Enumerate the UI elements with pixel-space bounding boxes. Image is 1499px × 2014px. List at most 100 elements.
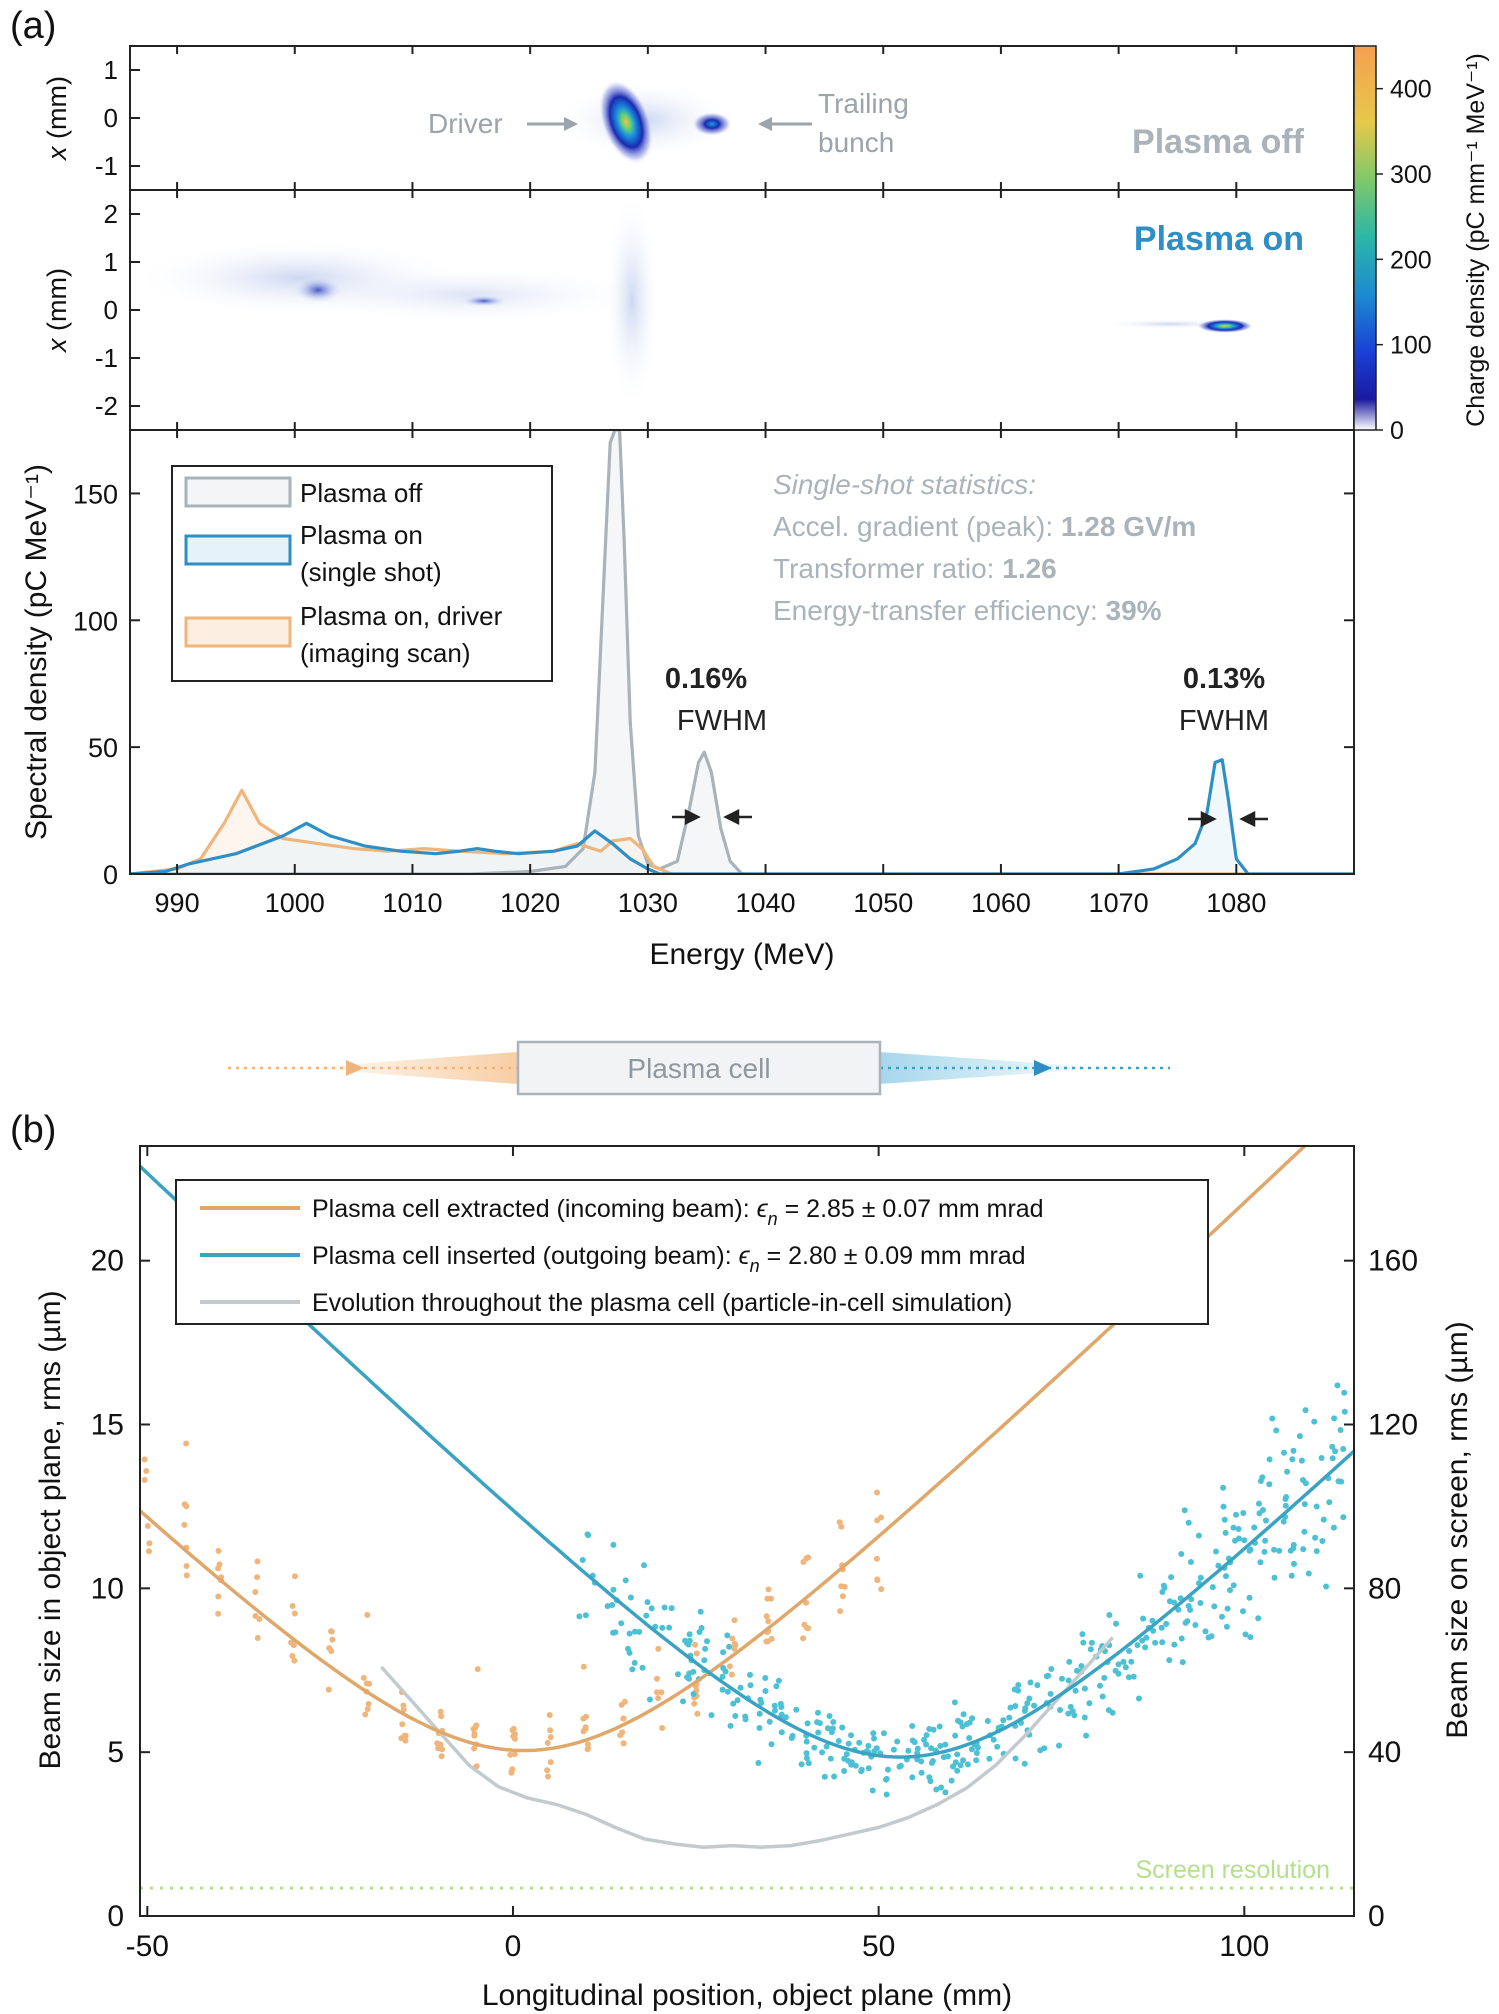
scatter-point-inserted bbox=[986, 1755, 993, 1762]
scatter-point-extracted bbox=[619, 1729, 626, 1736]
scatter-point-inserted bbox=[675, 1671, 681, 1678]
scatter-point-extracted bbox=[402, 1737, 409, 1744]
scatter-point-inserted bbox=[1323, 1583, 1330, 1590]
beam-size-legend: Plasma cell extracted (incoming beam): ϵ… bbox=[175, 1179, 1209, 1325]
scatter-point-inserted bbox=[1318, 1455, 1325, 1461]
scatter-point-inserted bbox=[1166, 1598, 1173, 1605]
scatter-point-inserted bbox=[1026, 1695, 1033, 1702]
plasma-off-title: Plasma off bbox=[1132, 123, 1305, 161]
scatter-point-inserted bbox=[1330, 1524, 1337, 1531]
scatter-point-inserted bbox=[778, 1729, 785, 1736]
stats-line-3: Energy-transfer efficiency: 39% bbox=[773, 595, 1162, 626]
scatter-point-inserted bbox=[775, 1677, 782, 1684]
scatter-point-inserted bbox=[708, 1712, 715, 1719]
scatter-point-extracted bbox=[215, 1610, 222, 1617]
scatter-point-inserted bbox=[762, 1675, 769, 1681]
scatter-point-inserted bbox=[1319, 1538, 1326, 1544]
scatter-point-extracted bbox=[292, 1573, 298, 1580]
scatter-point-inserted bbox=[737, 1684, 744, 1691]
driver-remnant-2 bbox=[460, 295, 508, 307]
scatter-point-inserted bbox=[1130, 1673, 1137, 1680]
scatter-point-extracted bbox=[288, 1639, 295, 1646]
scatter-point-extracted bbox=[874, 1489, 880, 1496]
plasma-on-ylabel: x (mm) bbox=[42, 268, 72, 354]
scatter-point-inserted bbox=[1159, 1639, 1166, 1646]
scatter-point-extracted bbox=[732, 1642, 739, 1649]
scatter-point-inserted bbox=[704, 1638, 710, 1645]
scatter-point-extracted bbox=[215, 1547, 222, 1554]
scatter-point-extracted bbox=[256, 1616, 263, 1622]
scatter-point-inserted bbox=[1021, 1760, 1028, 1767]
scatter-point-inserted bbox=[1271, 1546, 1278, 1553]
scatter-point-extracted bbox=[471, 1730, 478, 1737]
scatter-point-extracted bbox=[438, 1753, 445, 1760]
scatter-point-inserted bbox=[727, 1722, 734, 1729]
scatter-point-inserted bbox=[697, 1608, 704, 1615]
beam-size-frame bbox=[139, 1145, 1355, 1917]
scatter-point-extracted bbox=[878, 1514, 884, 1521]
scatter-point-inserted bbox=[873, 1745, 880, 1752]
x-tick-label: 1040 bbox=[735, 888, 795, 918]
scatter-point-inserted bbox=[755, 1760, 762, 1766]
y2-tick-label: 160 bbox=[1368, 1245, 1418, 1278]
scatter-point-inserted bbox=[1160, 1582, 1167, 1589]
scatter-point-inserted bbox=[1288, 1572, 1295, 1579]
spectrum-xlabel: Energy (MeV) bbox=[649, 938, 834, 971]
scatter-point-inserted bbox=[1230, 1582, 1237, 1589]
scatter-point-inserted bbox=[1112, 1667, 1119, 1674]
scatter-point-extracted bbox=[836, 1519, 843, 1526]
scatter-point-inserted bbox=[821, 1773, 828, 1780]
scatter-point-inserted bbox=[1087, 1646, 1094, 1653]
scatter-point-inserted bbox=[659, 1624, 666, 1631]
scatter-point-extracted bbox=[471, 1745, 477, 1752]
scatter-point-inserted bbox=[911, 1739, 918, 1746]
scatter-point-inserted bbox=[1313, 1503, 1320, 1510]
scatter-point-inserted bbox=[994, 1743, 1001, 1750]
spectrum-on-line bbox=[130, 758, 1354, 874]
scatter-point-inserted bbox=[1012, 1755, 1019, 1762]
scatter-point-inserted bbox=[1140, 1615, 1147, 1622]
scatter-point-inserted bbox=[1311, 1418, 1318, 1425]
x-tick-label: 1080 bbox=[1206, 888, 1266, 918]
scatter-point-extracted bbox=[254, 1635, 261, 1641]
scatter-point-inserted bbox=[1241, 1537, 1248, 1544]
scatter-point-inserted bbox=[969, 1715, 976, 1722]
scatter-point-extracted bbox=[360, 1674, 367, 1681]
scatter-point-inserted bbox=[756, 1710, 763, 1717]
scatter-point-inserted bbox=[585, 1532, 592, 1539]
scatter-point-inserted bbox=[942, 1741, 949, 1748]
scatter-point-inserted bbox=[612, 1629, 619, 1636]
scatter-point-inserted bbox=[1099, 1693, 1106, 1700]
scatter-point-inserted bbox=[923, 1741, 930, 1748]
y-tick-label: 15 bbox=[91, 1409, 124, 1442]
scatter-point-extracted bbox=[400, 1702, 407, 1709]
beam-size-ylabel: Beam size in object plane, rms (µm) bbox=[34, 1290, 67, 1769]
scatter-point-extracted bbox=[655, 1645, 662, 1652]
scatter-point-inserted bbox=[1097, 1682, 1103, 1689]
fwhm-2-label: FWHM bbox=[1179, 705, 1269, 737]
y2-tick-label: 0 bbox=[1368, 1900, 1385, 1933]
stats-line-1: Accel. gradient (peak): 1.28 GV/m bbox=[773, 511, 1196, 542]
legend-text-driver-1: Plasma on, driver bbox=[300, 601, 503, 631]
scatter-point-inserted bbox=[1240, 1608, 1246, 1615]
scatter-point-inserted bbox=[928, 1745, 935, 1752]
legend-text-on-2: (single shot) bbox=[300, 557, 442, 587]
x-tick-label: 100 bbox=[1219, 1930, 1269, 1963]
scatter-point-inserted bbox=[1083, 1732, 1090, 1739]
scatter-point-inserted bbox=[805, 1760, 812, 1767]
scatter-point-inserted bbox=[1290, 1545, 1297, 1552]
scatter-point-inserted bbox=[1027, 1679, 1034, 1686]
screen-resolution-label: Screen resolution bbox=[1135, 1856, 1330, 1884]
spectrum-ylabel: Spectral density (pC MeV⁻¹) bbox=[20, 464, 53, 840]
scatter-point-inserted bbox=[1056, 1742, 1062, 1749]
scatter-point-inserted bbox=[782, 1714, 789, 1721]
scatter-point-inserted bbox=[1220, 1484, 1227, 1491]
scatter-point-inserted bbox=[734, 1697, 741, 1704]
scatter-point-inserted bbox=[1184, 1618, 1191, 1625]
scatter-point-inserted bbox=[1149, 1617, 1156, 1624]
scatter-point-inserted bbox=[1246, 1594, 1253, 1601]
scatter-point-extracted bbox=[181, 1501, 188, 1508]
scatter-point-inserted bbox=[960, 1757, 967, 1764]
scatter-point-inserted bbox=[626, 1649, 633, 1656]
scatter-point-inserted bbox=[1305, 1570, 1312, 1577]
